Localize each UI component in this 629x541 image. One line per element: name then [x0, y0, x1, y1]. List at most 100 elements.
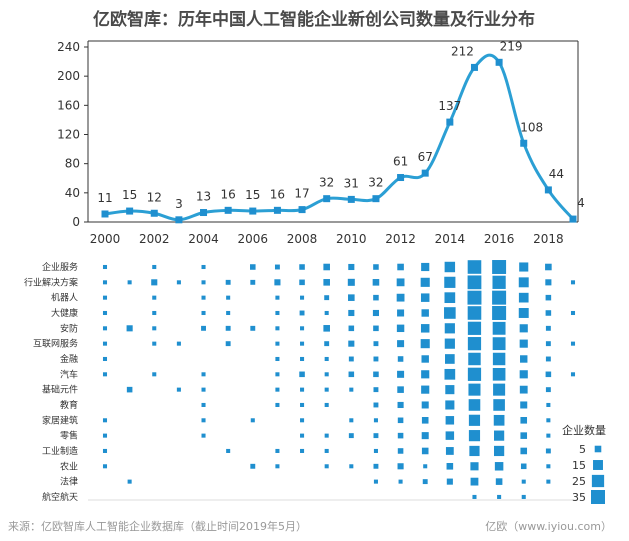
grid-cell-marker: [225, 279, 231, 285]
grid-cell-marker: [420, 339, 430, 349]
grid-cell-marker: [444, 292, 456, 304]
grid-cell-marker: [518, 292, 529, 303]
grid-cell-marker: [349, 418, 354, 423]
grid-cell-marker: [348, 294, 355, 301]
grid-cell-marker: [421, 447, 429, 455]
category-label: 金融: [60, 353, 78, 365]
data-point: [446, 118, 454, 126]
grid-cell-marker: [492, 367, 506, 381]
category-label: 基础元件: [42, 384, 78, 396]
grid-cell-marker: [519, 324, 528, 333]
grid-cell-marker: [397, 432, 404, 439]
grid-cell-marker: [519, 339, 528, 348]
grid-cell-marker: [469, 445, 480, 457]
grid-cell-marker: [299, 371, 305, 378]
category-label: 安防: [60, 322, 78, 334]
grid-cell-marker: [349, 387, 354, 392]
grid-cell-marker: [446, 462, 454, 470]
grid-cell-marker: [444, 307, 456, 319]
data-label: 108: [520, 120, 543, 134]
grid-cell-marker: [470, 477, 479, 486]
grid-cell-marker: [397, 386, 404, 393]
grid-cell-marker: [494, 462, 504, 471]
grid-cell-marker: [445, 416, 455, 425]
grid-cell-marker: [102, 310, 108, 316]
grid-cell-marker: [421, 262, 430, 272]
data-point: [224, 206, 232, 214]
category-label: 零售: [60, 430, 78, 442]
data-point: [101, 210, 109, 218]
grid-cell-marker: [323, 279, 330, 286]
grid-cell-marker: [397, 401, 404, 409]
brand-note: 亿欧（www.iyiou.com）: [485, 520, 612, 533]
data-label: 32: [319, 176, 334, 190]
grid-cell-marker: [348, 309, 355, 317]
grid-cell-marker: [467, 290, 482, 305]
grid-cell-marker: [300, 295, 305, 300]
data-label: 17: [294, 187, 309, 201]
grid-cell-marker: [127, 280, 132, 285]
grid-cell-marker: [467, 367, 482, 381]
data-label: 12: [147, 190, 162, 204]
grid-cell-marker: [521, 494, 526, 499]
legend-marker: [594, 445, 602, 453]
grid-cell-marker: [397, 309, 405, 317]
data-label: 3: [175, 197, 183, 211]
grid-cell-marker: [324, 402, 329, 407]
grid-cell-marker: [520, 447, 528, 455]
grid-cell-marker: [421, 309, 429, 317]
grid-cell-marker: [201, 280, 206, 285]
grid-cell-marker: [324, 295, 330, 301]
chart-title: 亿欧智库：历年中国人工智能企业新创公司数量及行业分布: [93, 9, 535, 30]
grid-cell-marker: [444, 261, 456, 273]
grid-cell-marker: [348, 433, 354, 439]
grid-cell-marker: [299, 264, 305, 270]
y-tick-label: 160: [57, 98, 80, 112]
grid-cell-marker: [324, 464, 329, 469]
grid-cell-marker: [102, 341, 108, 346]
category-label: 企业服务: [42, 261, 78, 273]
grid-cell-marker: [519, 385, 528, 394]
data-label: 13: [196, 190, 211, 204]
grid-cell-marker: [152, 264, 157, 270]
category-label: 大健康: [51, 307, 78, 319]
data-point: [273, 206, 281, 214]
grid-cell-marker: [176, 387, 181, 392]
legend-label: 25: [572, 475, 586, 488]
data-label: 61: [393, 155, 408, 169]
x-tick-label: 2014: [435, 232, 466, 246]
grid-cell-marker: [275, 464, 280, 469]
data-label: 31: [344, 176, 359, 190]
grid-cell-marker: [396, 324, 405, 333]
grid-cell-marker: [472, 494, 477, 499]
grid-cell-marker: [126, 325, 133, 332]
grid-cell-marker: [444, 323, 455, 334]
grid-cell-marker: [372, 309, 379, 317]
grid-cell-marker: [324, 356, 329, 362]
grid-cell-marker: [373, 448, 378, 453]
grid-cell-marker: [300, 326, 305, 331]
grid-cell-marker: [445, 354, 455, 364]
grid-cell-marker: [201, 387, 206, 392]
legend-title: 企业数量: [562, 423, 606, 437]
grid-cell-marker: [102, 326, 108, 331]
grid-cell-marker: [373, 325, 379, 332]
source-note: 来源：亿欧智库人工智能企业数据库（截止时间2019年5月）: [8, 519, 307, 533]
grid-cell-marker: [493, 414, 505, 426]
grid-cell-marker: [470, 462, 479, 471]
grid-cell-marker: [300, 341, 305, 346]
grid-cell-marker: [275, 356, 280, 362]
grid-cell-marker: [250, 463, 256, 469]
grid-cell-marker: [570, 310, 576, 316]
grid-cell-marker: [127, 479, 132, 484]
data-point: [126, 207, 134, 215]
data-point: [569, 215, 577, 223]
data-label: 32: [368, 176, 383, 190]
grid-cell-marker: [398, 479, 403, 484]
grid-cell-marker: [492, 337, 506, 351]
grid-cell-marker: [421, 385, 430, 394]
grid-cell-marker: [421, 432, 429, 440]
grid-cell-marker: [546, 418, 551, 423]
grid-cell-marker: [396, 293, 405, 302]
